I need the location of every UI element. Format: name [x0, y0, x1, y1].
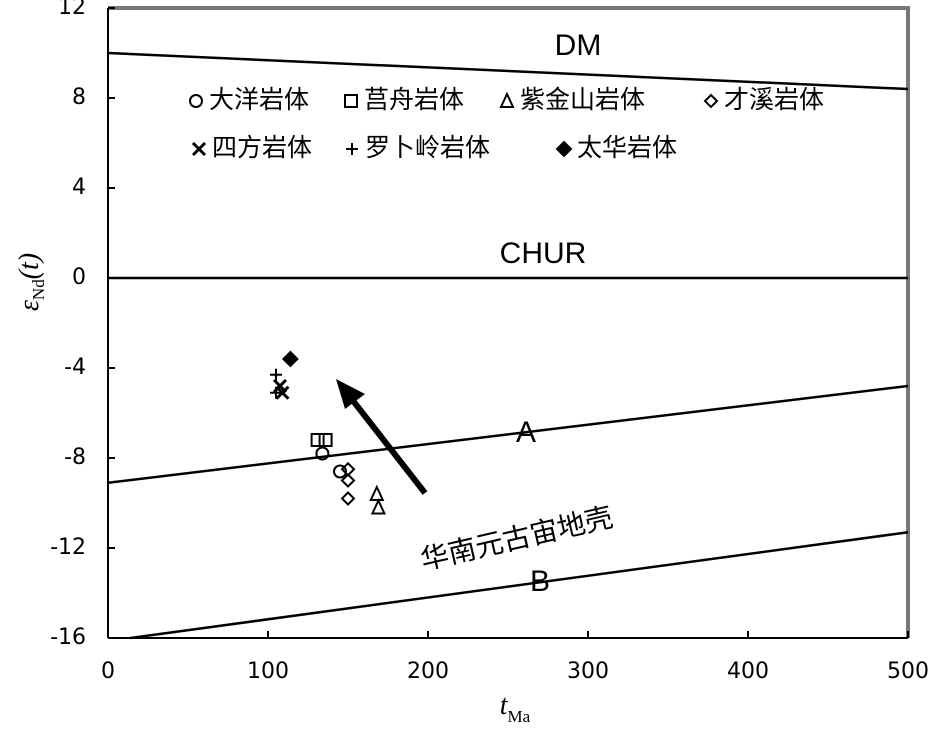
point [315, 446, 330, 461]
y-axis-symbol: ε [14, 300, 45, 311]
point [310, 433, 325, 447]
y-tick-label: 12 [58, 0, 86, 20]
y-axis-subscript: Nd [29, 279, 48, 300]
point [275, 385, 290, 400]
legend-marker [499, 91, 515, 108]
x-tick-label: 0 [101, 659, 115, 684]
y-axis-suffix: (t) [14, 253, 45, 279]
x-tick-label: 400 [727, 659, 769, 684]
legend-marker [346, 143, 358, 155]
legend-label: 才溪岩体 [724, 85, 824, 114]
y-tick-label: 4 [72, 175, 86, 200]
y-axis-label: εNd(t) [14, 253, 47, 311]
arrow-head [336, 379, 365, 409]
legend-marker [555, 140, 573, 158]
y-tick-label: 8 [72, 85, 86, 110]
x-axis-subscript: Ma [508, 707, 531, 726]
arrow-shaft [344, 391, 428, 495]
line-label: B [530, 565, 550, 598]
y-tick-label: -16 [50, 625, 86, 650]
legend-label: 四方岩体 [212, 133, 312, 162]
point [369, 484, 385, 501]
point [333, 464, 347, 479]
legend-label: 罗卜岭岩体 [365, 133, 490, 162]
legend-marker [703, 93, 719, 109]
point [270, 386, 282, 399]
legend-label: 大洋岩体 [209, 85, 309, 114]
x-tick-label: 300 [567, 659, 609, 684]
y-tick-label: -4 [64, 355, 86, 380]
line-label: CHUR [500, 237, 587, 270]
legend-label: 太华岩体 [577, 133, 677, 162]
reference-line [107, 384, 909, 484]
legend-marker [344, 94, 358, 108]
legend-label: 莒舟岩体 [364, 85, 464, 114]
x-tick-label: 500 [887, 659, 929, 684]
legend-label: 紫金山岩体 [520, 85, 645, 114]
line-label: DM [555, 29, 602, 62]
legend-marker [191, 141, 207, 157]
y-tick-label: -12 [50, 535, 86, 560]
y-tick-label: 0 [72, 265, 86, 290]
point [340, 473, 356, 488]
legend-marker [189, 94, 203, 108]
x-tick-label: 100 [247, 659, 289, 684]
x-axis-label: tMa [500, 690, 531, 725]
reference-line [130, 531, 909, 640]
y-tick-label: -8 [64, 445, 86, 470]
point [370, 498, 386, 515]
reference-line [107, 51, 909, 91]
arrow [336, 379, 428, 495]
line-label: A [516, 416, 536, 449]
point [270, 368, 282, 381]
point [340, 491, 356, 506]
point [318, 433, 333, 447]
x-tick-label: 200 [407, 659, 449, 684]
point [281, 350, 299, 368]
x-axis-symbol: t [500, 690, 509, 721]
annotation: 华南元古宙地壳 [417, 500, 615, 576]
